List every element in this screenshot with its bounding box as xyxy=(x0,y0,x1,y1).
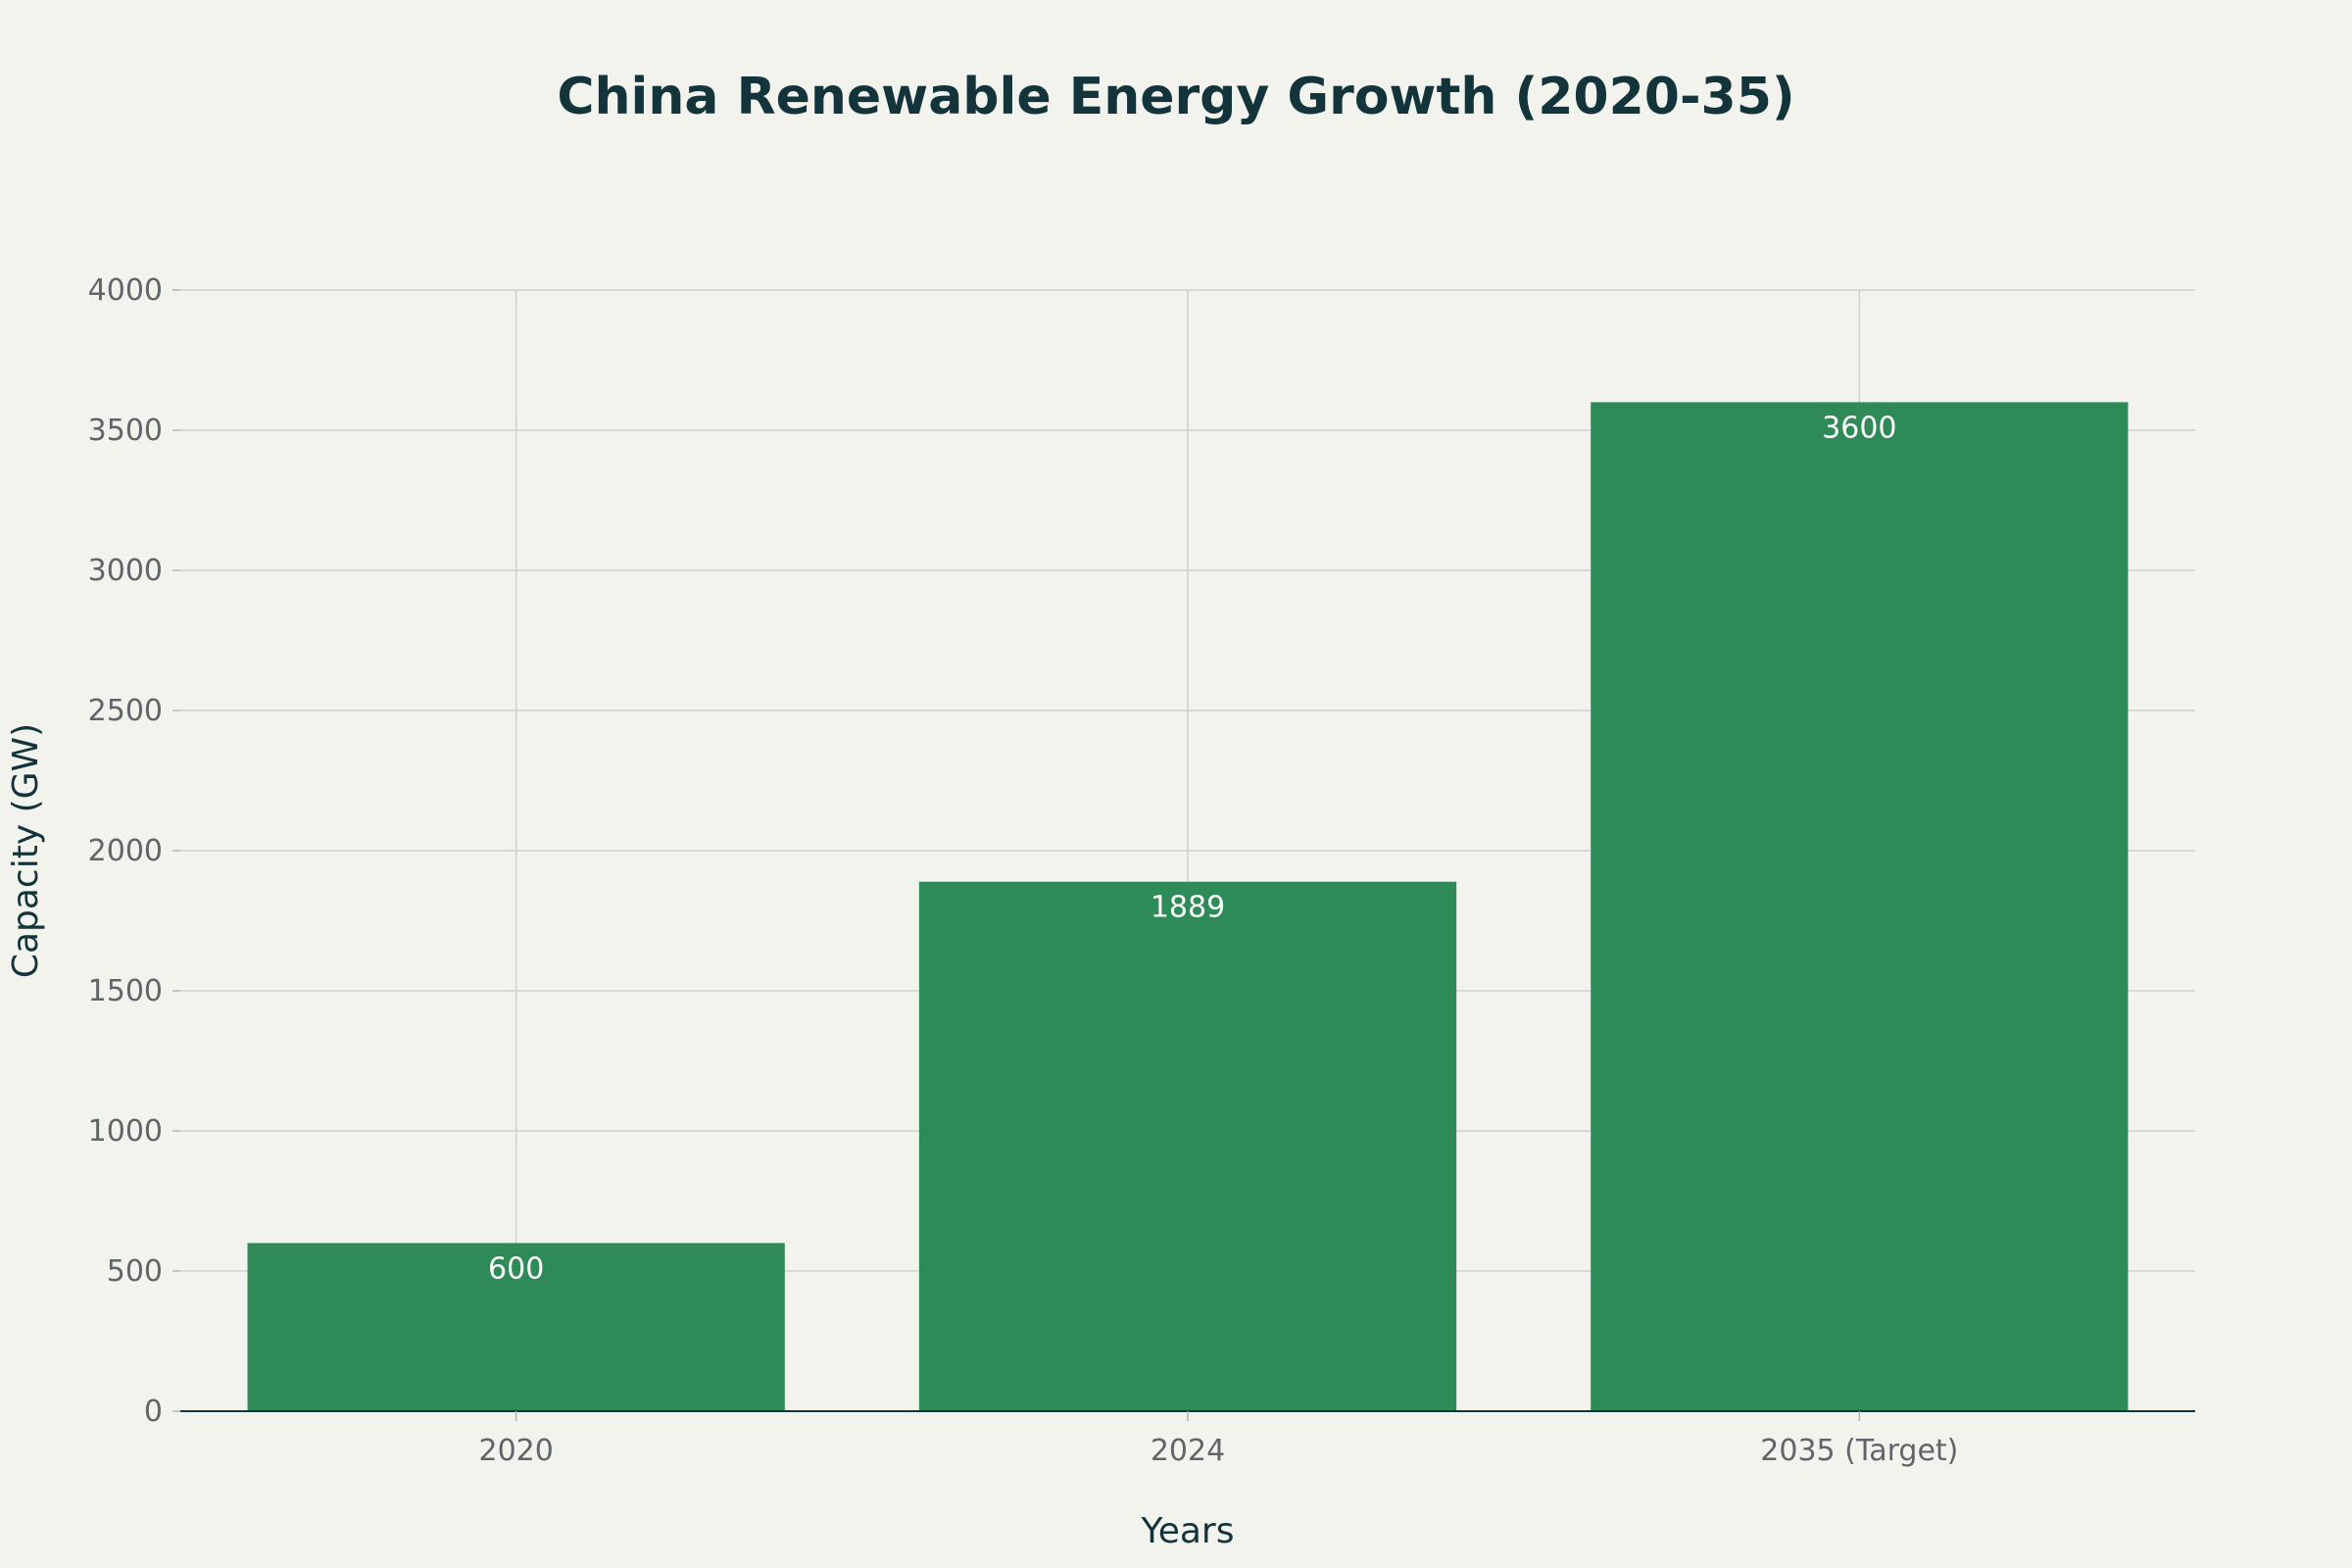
y-axis-title: Capacity (GW) xyxy=(6,723,46,978)
bar xyxy=(1591,402,2129,1411)
y-tick-label: 2000 xyxy=(88,834,163,868)
y-tick-label: 0 xyxy=(144,1395,163,1429)
bar-layer xyxy=(247,402,2129,1411)
y-tick-label: 2500 xyxy=(88,694,163,728)
y-tick-label: 3500 xyxy=(88,414,163,448)
y-tick-label: 1000 xyxy=(88,1114,163,1149)
chart-title: China Renewable Energy Growth (2020-35) xyxy=(557,68,1794,126)
bar-value-label: 3600 xyxy=(1822,411,1896,445)
y-tick-label: 500 xyxy=(107,1254,163,1289)
x-axis-title: Years xyxy=(1141,1511,1235,1551)
bar-value-label: 600 xyxy=(488,1251,544,1286)
axis-layer xyxy=(172,289,2195,1421)
x-tick-label: 2024 xyxy=(1151,1434,1225,1468)
y-tick-label: 3000 xyxy=(88,554,163,588)
bar-value-label: 1889 xyxy=(1151,891,1225,925)
y-tick-label: 4000 xyxy=(88,273,163,308)
x-tick-label: 2020 xyxy=(478,1434,553,1468)
x-tick-label: 2035 (Target) xyxy=(1760,1434,1958,1468)
bar xyxy=(247,1243,785,1411)
bar xyxy=(918,881,1457,1411)
y-tick-label: 1500 xyxy=(88,974,163,1008)
label-layer: 0 500 1000 1500 2000 2500 3000 3500 4000 2020 2024… xyxy=(88,273,1959,1468)
